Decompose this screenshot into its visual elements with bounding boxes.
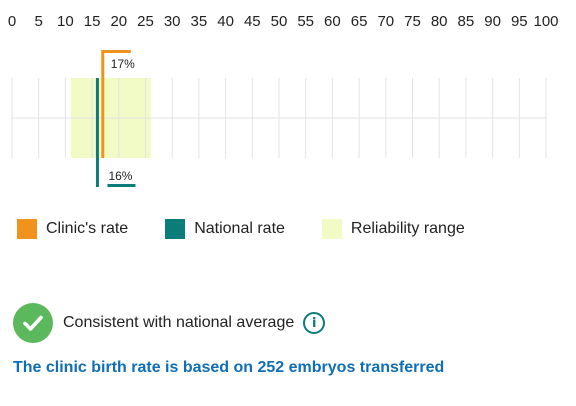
info-icon[interactable]: i [303, 312, 326, 334]
legend-label-reliability: Reliability range [350, 220, 465, 237]
tick-label-75: 75 [404, 13, 421, 30]
legend: Clinic's rate National rate Reliability … [17, 219, 502, 239]
tick-label-15: 15 [84, 13, 101, 30]
tick-label-5: 5 [35, 13, 43, 30]
clinic-swatch [17, 219, 37, 239]
status-text: Consistent with national average [63, 314, 295, 331]
tick-label-65: 65 [351, 13, 368, 30]
status-row: Consistent with national average i [13, 303, 326, 343]
tick-label-90: 90 [484, 13, 501, 30]
legend-item-clinic: Clinic's rate [17, 219, 128, 239]
tick-label-30: 30 [164, 13, 181, 30]
legend-label-national: National rate [194, 220, 285, 237]
check-icon [13, 303, 53, 343]
tick-label-20: 20 [110, 13, 127, 30]
tick-label-45: 45 [244, 13, 261, 30]
tick-label-10: 10 [57, 13, 74, 30]
national-rate-label: 16% [108, 169, 132, 183]
legend-item-national: National rate [165, 219, 285, 239]
summary-text: The clinic birth rate is based on 252 em… [13, 359, 445, 376]
tick-label-80: 80 [431, 13, 448, 30]
national-swatch [165, 219, 186, 239]
tick-label-70: 70 [377, 13, 394, 30]
rate-chart: 0 5 10 15 20 25 30 35 40 45 50 55 60 65 70 75 80 85 90 95 10… [8, 13, 559, 187]
tick-label-55: 55 [297, 13, 314, 30]
legend-label-clinic: Clinic's rate [46, 220, 129, 237]
tick-label-50: 50 [271, 13, 288, 30]
tick-label-25: 25 [137, 13, 154, 30]
tick-label-35: 35 [191, 13, 208, 30]
tick-label-40: 40 [217, 13, 234, 30]
clinic-rate-label: 17% [111, 57, 135, 71]
info-glyph: i [312, 315, 317, 331]
tick-label-85: 85 [458, 13, 475, 30]
tick-label-60: 60 [324, 13, 341, 30]
legend-item-reliability: Reliability range [321, 219, 465, 239]
reliability-swatch [321, 219, 342, 239]
tick-label-0: 0 [8, 13, 16, 30]
tick-label-100: 100 [533, 13, 558, 30]
tick-label-95: 95 [511, 13, 528, 30]
